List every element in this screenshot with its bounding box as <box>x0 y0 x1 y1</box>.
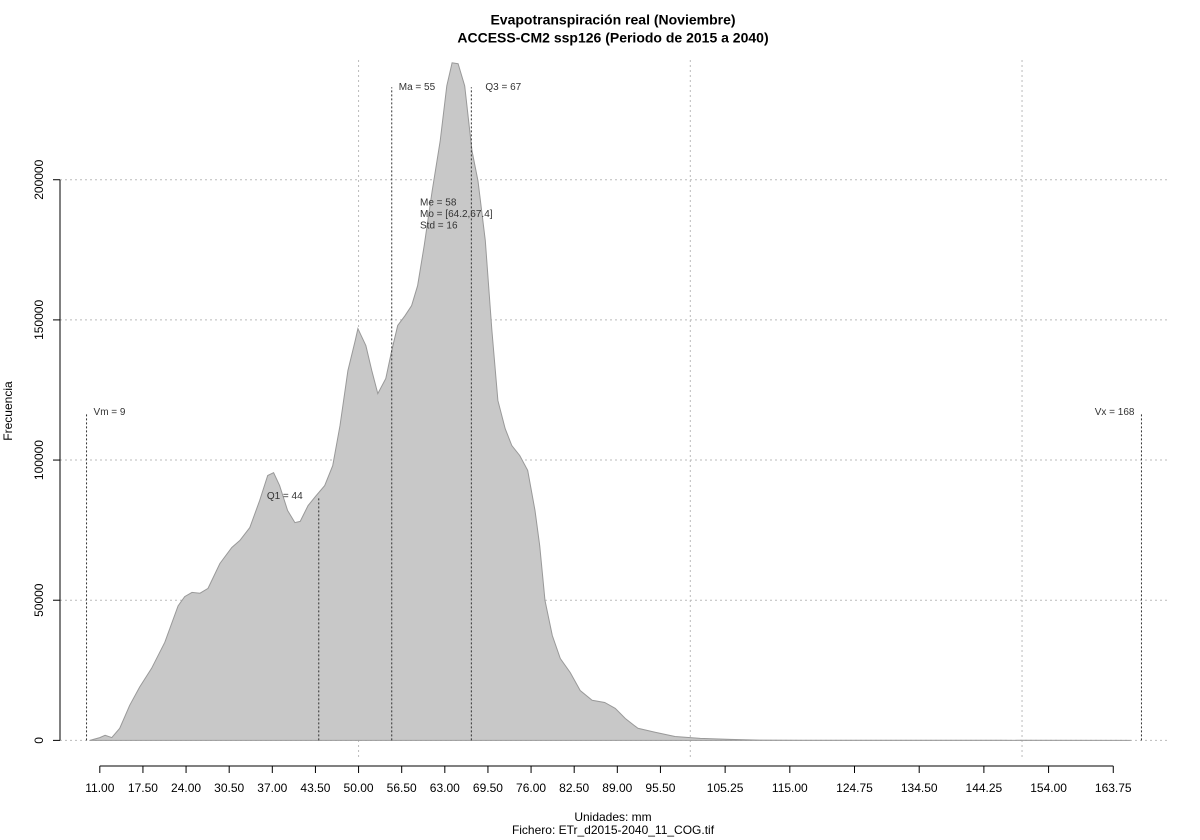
footer: Fichero: ETr_d2015-2040_11_COG.tif <box>512 823 715 837</box>
x-tick-label: 89.00 <box>602 781 632 795</box>
y-tick-label: 150000 <box>32 300 46 340</box>
x-tick-label: 115.00 <box>772 781 808 795</box>
marker-label: Q1 = 44 <box>267 491 303 502</box>
y-tick-label: 0 <box>32 737 46 744</box>
x-tick-label: 56.50 <box>387 781 417 795</box>
density-area <box>89 62 1131 742</box>
x-tick-label: 144.25 <box>966 781 1003 795</box>
x-tick-label: 50.00 <box>344 781 374 795</box>
y-tick-label: 100000 <box>32 440 46 480</box>
chart-subtitle: ACCESS-CM2 ssp126 (Periodo de 2015 a 204… <box>457 30 768 46</box>
x-tick-label: 82.50 <box>559 781 589 795</box>
x-tick-label: 30.50 <box>214 781 244 795</box>
x-tick-label: 17.50 <box>128 781 158 795</box>
y-tick-label: 200000 <box>32 159 46 199</box>
stat-label: Mo = [64.2,67.4] <box>420 209 493 220</box>
x-tick-label: 43.50 <box>300 781 330 795</box>
x-tick-label: 124.75 <box>836 781 873 795</box>
x-tick-label: 95.50 <box>645 781 675 795</box>
marker-label: Vm = 9 <box>94 407 126 418</box>
x-tick-label: 24.00 <box>171 781 201 795</box>
y-axis-label: Frecuencia <box>1 381 15 441</box>
x-tick-label: 105.25 <box>707 781 744 795</box>
x-tick-label: 163.75 <box>1095 781 1132 795</box>
stat-label: Me = 58 <box>420 198 457 209</box>
x-tick-label: 76.00 <box>516 781 546 795</box>
x-tick-label: 11.00 <box>85 781 114 795</box>
x-tick-label: 37.00 <box>257 781 287 795</box>
stat-label: Std = 16 <box>420 221 458 232</box>
x-axis-label: Unidades: mm <box>574 810 651 824</box>
x-tick-label: 63.00 <box>430 781 460 795</box>
y-tick-label: 50000 <box>32 583 46 617</box>
marker-label: Vx = 168 <box>1095 407 1135 418</box>
marker-label: Ma = 55 <box>399 82 436 93</box>
chart-title: Evapotranspiración real (Noviembre) <box>490 12 735 28</box>
marker-label: Q3 = 67 <box>485 82 521 93</box>
x-tick-label: 69.50 <box>473 781 503 795</box>
x-tick-label: 134.50 <box>901 781 938 795</box>
x-tick-label: 154.00 <box>1030 781 1067 795</box>
